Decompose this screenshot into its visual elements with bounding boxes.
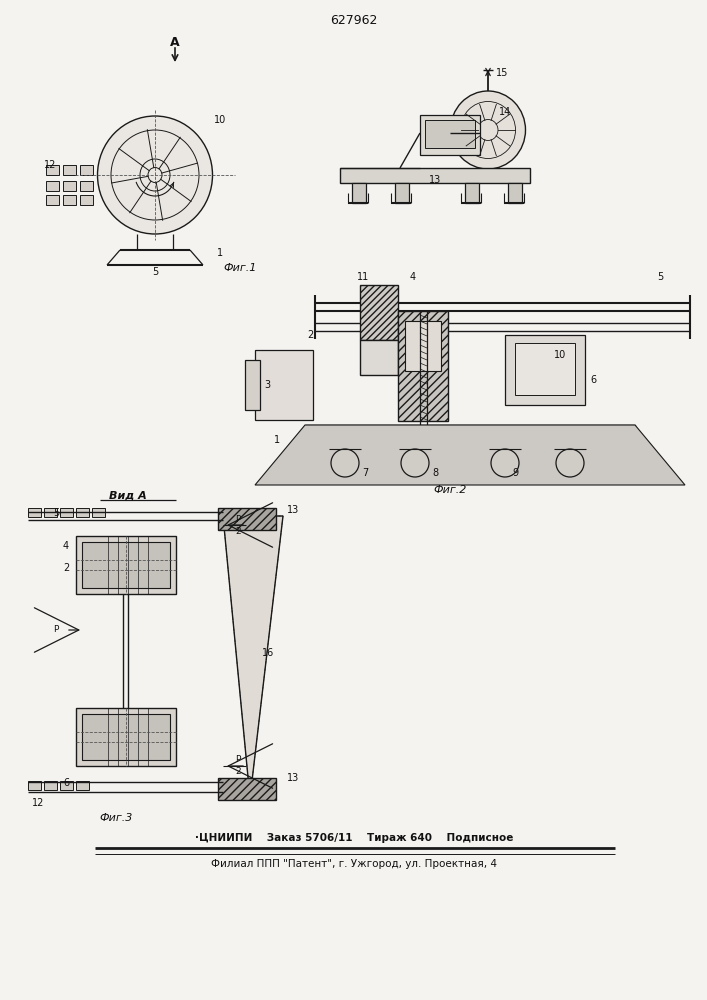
Text: 5: 5 — [657, 272, 663, 282]
Text: 4: 4 — [410, 272, 416, 282]
Bar — [76, 508, 89, 517]
Text: 13: 13 — [429, 175, 441, 185]
Text: 16: 16 — [262, 648, 274, 658]
Text: P: P — [53, 626, 59, 635]
Bar — [80, 165, 93, 175]
Bar — [60, 781, 73, 790]
Bar — [82, 542, 170, 588]
Text: 5: 5 — [53, 508, 59, 518]
Text: 10: 10 — [214, 115, 226, 125]
Text: 2: 2 — [235, 768, 241, 776]
Bar — [405, 321, 441, 371]
Bar — [425, 120, 475, 148]
Circle shape — [491, 449, 519, 477]
Bar — [340, 168, 530, 183]
Text: A: A — [170, 35, 180, 48]
Bar — [515, 343, 575, 395]
Bar — [305, 425, 635, 450]
Bar — [255, 350, 313, 420]
Bar — [352, 183, 366, 203]
Bar — [245, 360, 260, 410]
Text: 12: 12 — [44, 160, 56, 170]
Bar — [63, 181, 76, 191]
Bar — [360, 285, 398, 340]
Text: Фиг.1: Фиг.1 — [223, 263, 257, 273]
Ellipse shape — [450, 91, 525, 169]
Bar — [420, 115, 480, 155]
Bar — [395, 183, 409, 203]
Text: 10: 10 — [554, 350, 566, 360]
Text: 5: 5 — [152, 267, 158, 277]
Bar — [76, 781, 89, 790]
Bar — [218, 778, 276, 800]
Bar — [218, 508, 276, 530]
Bar — [76, 708, 176, 766]
Text: 9: 9 — [512, 468, 518, 478]
Bar — [465, 183, 479, 203]
Circle shape — [331, 449, 359, 477]
Text: 13: 13 — [287, 505, 299, 515]
Text: 2: 2 — [235, 526, 241, 536]
Bar — [76, 536, 176, 594]
Polygon shape — [255, 425, 685, 485]
Bar — [505, 335, 585, 405]
Bar — [60, 508, 73, 517]
Text: 4: 4 — [63, 541, 69, 551]
Circle shape — [401, 449, 429, 477]
Text: 15: 15 — [496, 68, 508, 78]
Text: 13: 13 — [287, 773, 299, 783]
Bar — [508, 183, 522, 203]
Bar — [80, 195, 93, 205]
Bar — [28, 781, 41, 790]
Text: ·ЦНИИПИ    Заказ 5706/11    Тираж 640    Подписное: ·ЦНИИПИ Заказ 5706/11 Тираж 640 Подписно… — [195, 833, 513, 843]
Bar — [92, 508, 105, 517]
Bar — [398, 311, 448, 421]
Bar — [82, 714, 170, 760]
Text: 2: 2 — [307, 330, 313, 340]
Text: 11: 11 — [357, 272, 369, 282]
Text: Филиал ППП "Патент", г. Ужгород, ул. Проектная, 4: Филиал ППП "Патент", г. Ужгород, ул. Про… — [211, 859, 497, 869]
Bar — [46, 165, 59, 175]
Text: Фиг.2: Фиг.2 — [433, 485, 467, 495]
Circle shape — [556, 449, 584, 477]
Text: 7: 7 — [362, 468, 368, 478]
Text: P: P — [235, 514, 240, 524]
Bar — [46, 181, 59, 191]
Bar — [44, 781, 57, 790]
Text: 2: 2 — [63, 563, 69, 573]
Text: 1: 1 — [274, 435, 280, 445]
Bar — [28, 508, 41, 517]
Text: 1: 1 — [217, 248, 223, 258]
Bar — [360, 340, 398, 375]
Text: 14: 14 — [499, 107, 511, 117]
Polygon shape — [223, 516, 283, 798]
Bar — [80, 181, 93, 191]
Bar — [63, 165, 76, 175]
Text: 627962: 627962 — [330, 13, 378, 26]
Text: P: P — [235, 756, 240, 764]
Text: Фиг.3: Фиг.3 — [99, 813, 133, 823]
Bar — [63, 195, 76, 205]
Ellipse shape — [98, 116, 213, 234]
Text: 8: 8 — [432, 468, 438, 478]
Bar — [46, 195, 59, 205]
Text: 3: 3 — [264, 380, 270, 390]
Text: 12: 12 — [32, 798, 44, 808]
Bar — [44, 508, 57, 517]
Text: Вид A: Вид A — [109, 491, 147, 501]
Text: 6: 6 — [63, 778, 69, 788]
Text: 6: 6 — [590, 375, 596, 385]
